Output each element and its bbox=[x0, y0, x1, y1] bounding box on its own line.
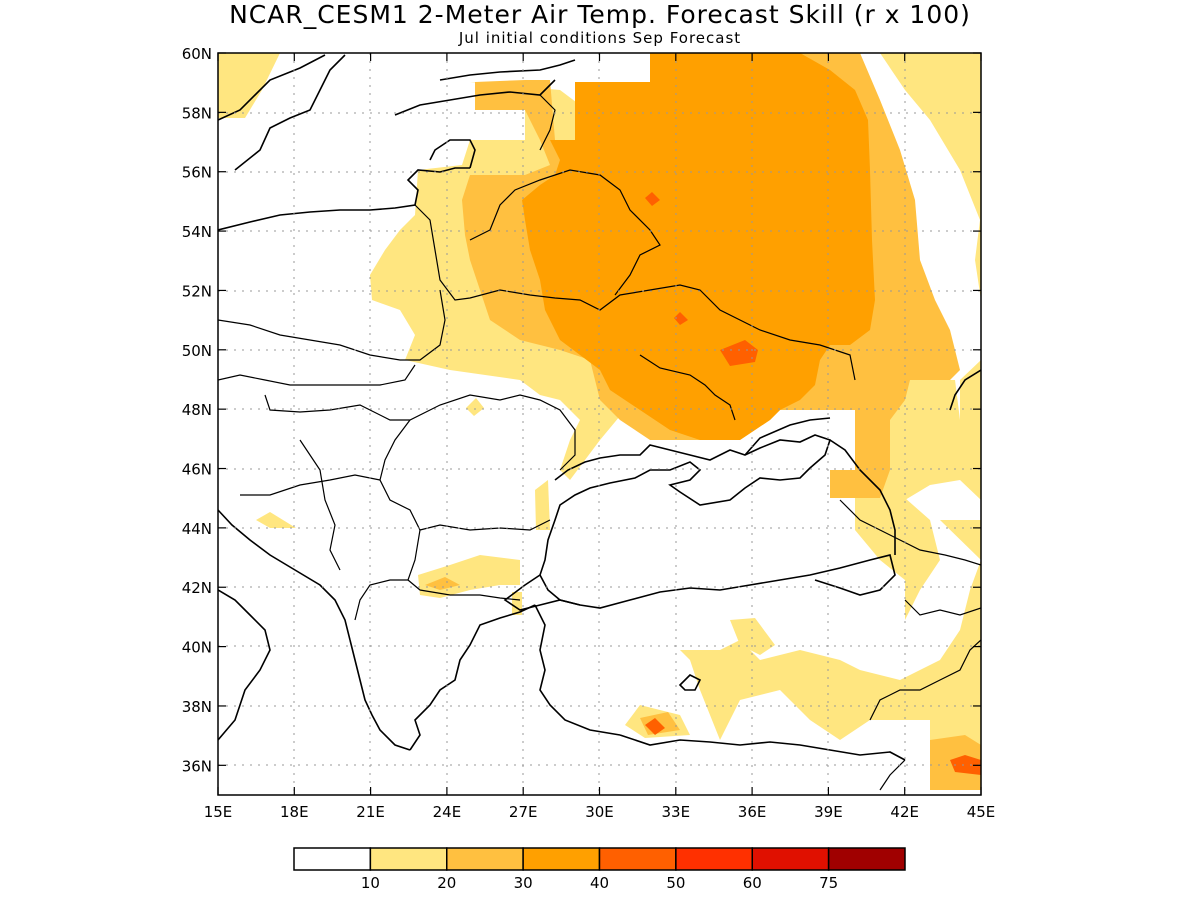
border-8 bbox=[240, 474, 381, 496]
colorbar-swatch bbox=[369, 847, 448, 871]
colorbar-label: 60 bbox=[743, 874, 762, 892]
lon-axis: 15E 18E 21E 24E 27E 30E 33E 36E 39E 42E 45E bbox=[204, 53, 996, 821]
coast-turkey-south bbox=[619, 734, 906, 761]
colorbar-swatch bbox=[751, 847, 830, 871]
lat-tick-label: 50N bbox=[182, 342, 212, 360]
border-2 bbox=[469, 169, 661, 296]
colorbar-swatch bbox=[293, 847, 372, 871]
lon-tick-label: 39E bbox=[814, 803, 843, 821]
shade4-region-2 bbox=[645, 192, 660, 206]
shade4-region-3 bbox=[674, 312, 688, 325]
colorbar-swatch bbox=[827, 847, 906, 871]
shade-region-west-strip bbox=[535, 480, 550, 530]
lon-tick-label: 30E bbox=[585, 803, 614, 821]
coast-finland-south bbox=[439, 59, 576, 81]
page-subtitle: Jul initial conditions Sep Forecast bbox=[458, 29, 742, 47]
colorbar-swatch bbox=[446, 847, 524, 871]
colorbar-swatch bbox=[675, 847, 753, 871]
lat-tick-label: 58N bbox=[182, 104, 212, 122]
lat-tick-label: 36N bbox=[182, 757, 212, 775]
lon-tick-label: 21E bbox=[356, 803, 385, 821]
colorbar-swatch bbox=[598, 847, 677, 871]
lat-tick-label: 52N bbox=[182, 282, 212, 300]
shade-region-aegean bbox=[418, 555, 520, 598]
border-11 bbox=[839, 499, 981, 566]
colorbar-label: 75 bbox=[819, 874, 838, 892]
colorbar-label: 20 bbox=[437, 874, 456, 892]
lon-tick-label: 24E bbox=[433, 803, 462, 821]
lat-tick-label: 54N bbox=[182, 223, 212, 241]
shade4-region-1 bbox=[720, 340, 758, 366]
colorbar-label: 40 bbox=[590, 874, 609, 892]
coast-greece-west bbox=[349, 639, 411, 751]
lat-tick-label: 46N bbox=[182, 461, 212, 479]
shade-region-east bbox=[830, 53, 981, 500]
border-3 bbox=[218, 289, 446, 361]
coast-turkey-west bbox=[534, 604, 621, 736]
coast-black-sea bbox=[539, 434, 896, 609]
shading-30-40 bbox=[522, 53, 875, 440]
lon-tick-label: 27E bbox=[509, 803, 538, 821]
lat-tick-label: 42N bbox=[182, 579, 212, 597]
border-5 bbox=[264, 394, 576, 471]
border-16 bbox=[539, 94, 556, 151]
coast-cyprus bbox=[678, 674, 702, 691]
lat-tick-label: 56N bbox=[182, 164, 212, 182]
coast-caspian bbox=[949, 369, 981, 411]
lat-tick-label: 38N bbox=[182, 698, 212, 716]
border-13 bbox=[869, 639, 981, 721]
colorbar-label: 10 bbox=[361, 874, 380, 892]
shade-region-nw bbox=[218, 53, 280, 118]
coast-baltic-east bbox=[429, 139, 476, 169]
border-6 bbox=[379, 419, 551, 531]
border-12 bbox=[904, 599, 981, 616]
shade3-region-main bbox=[522, 53, 875, 440]
lat-axis: 36N 38N 40N 42N 44N 46N 48N 50N 52N 54N 56N 58N 60N bbox=[182, 45, 981, 775]
coast-black-sea-east bbox=[829, 439, 896, 555]
border-7 bbox=[299, 439, 341, 571]
lon-tick-label: 45E bbox=[967, 803, 996, 821]
border-9 bbox=[354, 529, 421, 621]
border-1 bbox=[414, 204, 856, 381]
lat-tick-label: 48N bbox=[182, 401, 212, 419]
colorbar: 10 20 30 40 50 60 75 bbox=[293, 847, 906, 892]
lon-tick-label: 33E bbox=[662, 803, 691, 821]
colorbar-swatch bbox=[522, 847, 601, 871]
lon-tick-label: 18E bbox=[280, 803, 309, 821]
border-15 bbox=[639, 354, 736, 421]
border-4 bbox=[218, 364, 416, 386]
colorbar-label: 50 bbox=[666, 874, 685, 892]
borders bbox=[218, 94, 981, 791]
lon-tick-label: 36E bbox=[738, 803, 767, 821]
lon-tick-label: 42E bbox=[890, 803, 919, 821]
lat-tick-label: 60N bbox=[182, 45, 212, 63]
coast-scandinavia bbox=[218, 54, 326, 121]
lon-tick-label: 15E bbox=[204, 803, 233, 821]
coast-azov bbox=[744, 417, 831, 456]
coast-sweden bbox=[234, 54, 346, 171]
coast-adriatic-west bbox=[218, 509, 351, 641]
lat-tick-label: 44N bbox=[182, 520, 212, 538]
shade4-region-4 bbox=[645, 718, 665, 735]
shading-40-50 bbox=[645, 192, 981, 775]
coast-baltic-south bbox=[218, 167, 470, 231]
shade4-region-5 bbox=[950, 755, 981, 775]
coast-italy-heel bbox=[218, 589, 271, 741]
shade-region-se-1 bbox=[855, 498, 940, 620]
lat-tick-label: 40N bbox=[182, 639, 212, 657]
shade-region-balkan bbox=[256, 512, 296, 528]
page-title: NCAR_CESM1 2-Meter Air Temp. Forecast Sk… bbox=[229, 0, 971, 29]
coast-marmara bbox=[503, 574, 581, 611]
coast-greece-east bbox=[409, 604, 536, 751]
colorbar-label: 30 bbox=[514, 874, 533, 892]
border-10 bbox=[407, 579, 521, 601]
shade-region-small bbox=[466, 398, 484, 416]
